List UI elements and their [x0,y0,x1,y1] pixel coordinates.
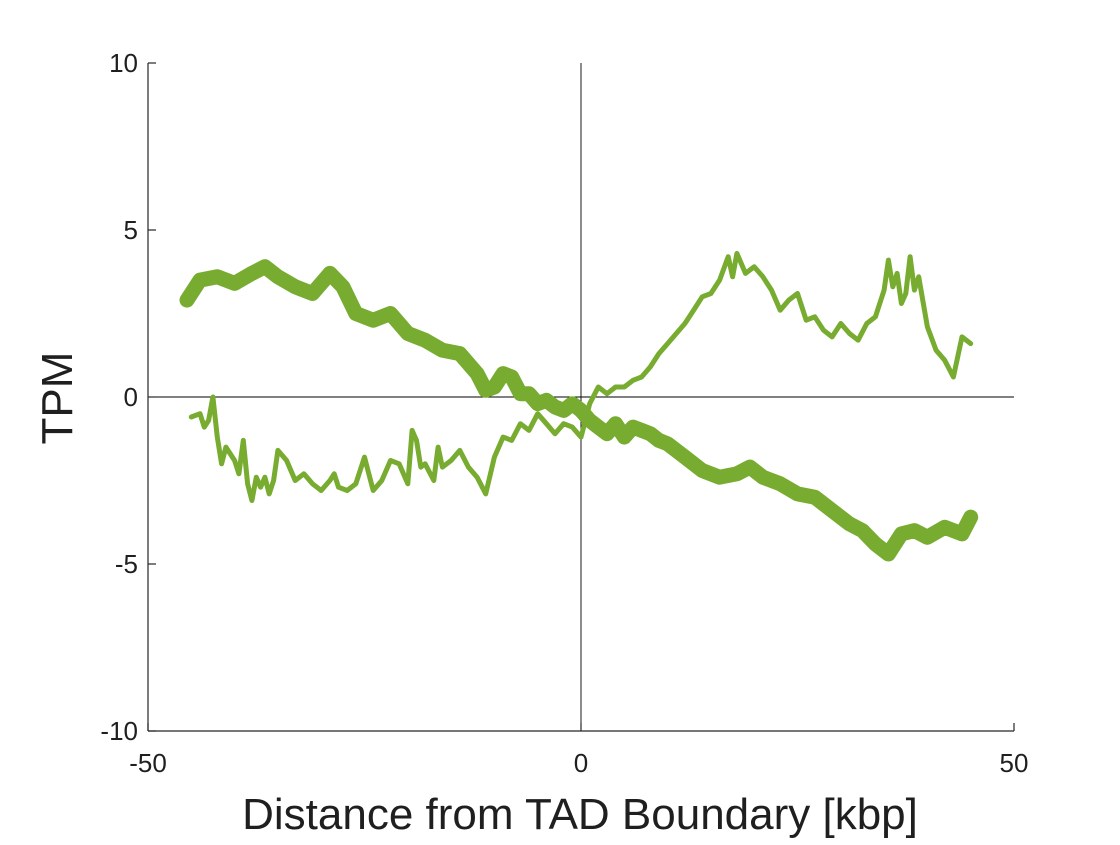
y-tick-label: 10 [109,48,138,78]
y-tick-label: 5 [124,215,138,245]
x-tick-label: 0 [574,748,588,778]
y-tick-label: -5 [115,549,138,579]
y-tick-label: 0 [124,382,138,412]
series-line-2 [188,250,974,503]
x-tick-label: 50 [1000,748,1029,778]
y-axis-title: TPM [33,352,82,445]
x-axis-title: Distance from TAD Boundary [kbp] [242,790,918,839]
series-layer [179,250,979,562]
series-line-1 [179,259,979,562]
x-tick-label: -50 [129,748,167,778]
label-layer: Distance from TAD Boundary [kbp] TPM [33,352,918,839]
y-tick-label: -10 [100,716,138,746]
